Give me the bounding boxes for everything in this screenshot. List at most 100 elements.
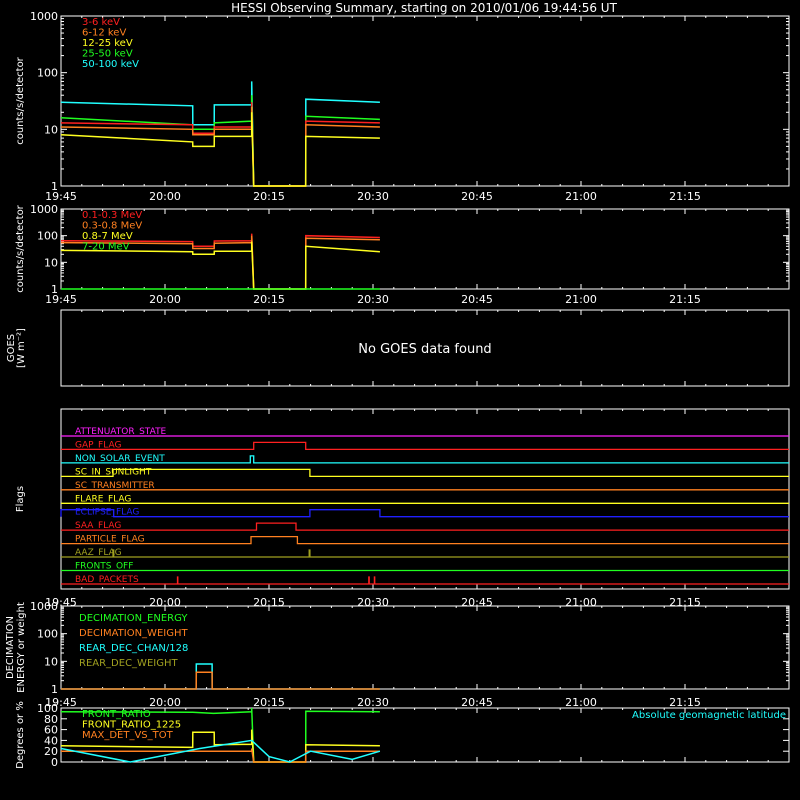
x-tick-label: 21:15 bbox=[669, 293, 701, 306]
x-tick-label: 20:30 bbox=[357, 190, 389, 203]
series-line-1 bbox=[61, 671, 380, 690]
no-data-message: No GOES data found bbox=[358, 342, 491, 357]
series-line-4 bbox=[60, 112, 380, 187]
x-tick-label: 20:00 bbox=[149, 696, 181, 709]
legend-entry: 0.1-0.3 MeV bbox=[82, 210, 142, 221]
y-axis-label: DECIMATION bbox=[5, 616, 16, 679]
flag-line bbox=[61, 522, 789, 531]
legend-entry: 3-6 keV bbox=[82, 17, 120, 28]
flag-line bbox=[61, 468, 789, 478]
y-tick-label: 100 bbox=[37, 67, 58, 80]
flag-label: SC_TRANSMITTER bbox=[75, 481, 155, 491]
x-tick-label: 21:00 bbox=[565, 190, 597, 203]
x-tick-label: 20:15 bbox=[253, 293, 285, 306]
x-tick-label: 19:45 bbox=[45, 190, 77, 203]
y-tick-label: 10 bbox=[44, 256, 58, 269]
x-tick-label: 21:15 bbox=[669, 190, 701, 203]
x-tick-label: 20:15 bbox=[253, 696, 285, 709]
y-axis-label: Degrees or % bbox=[15, 701, 26, 769]
panel-annotation: Absolute geomagnetic latitude bbox=[632, 710, 786, 721]
x-tick-label: 20:45 bbox=[461, 293, 493, 306]
y-tick-label: 10 bbox=[44, 123, 58, 136]
legend-entry: 50-100 keV bbox=[82, 59, 139, 70]
x-tick-label: 19:45 bbox=[45, 696, 77, 709]
series-line-3 bbox=[60, 739, 381, 763]
legend-entry: 25-50 keV bbox=[82, 49, 133, 60]
x-tick-label: 20:45 bbox=[461, 696, 493, 709]
legend-entry: 7-20 MeV bbox=[82, 242, 130, 253]
y-tick-label: 1000 bbox=[30, 203, 58, 216]
legend-entry: DECIMATION_ENERGY bbox=[79, 613, 188, 624]
y-axis-label: [W m⁻²] bbox=[16, 328, 27, 368]
figure-title: HESSI Observing Summary, starting on 201… bbox=[231, 1, 617, 15]
panel-high-energy: 19:45 20:00 20:15 20:30 20:45 21:00 21:15 count… bbox=[15, 203, 790, 306]
y-tick-label: 80 bbox=[44, 713, 58, 726]
y-axis-label: counts/s/detector bbox=[15, 56, 26, 144]
flag-label: ECLIPSE_FLAG bbox=[75, 508, 139, 518]
y-axis-label: ENERGY or weight bbox=[16, 602, 27, 693]
y-axis-label: Flags bbox=[15, 486, 26, 512]
x-tick-label: 21:00 bbox=[565, 696, 597, 709]
panel-flags: 19:45 20:00 20:15 20:30 20:45 21:00 21:15Flags… bbox=[15, 408, 790, 609]
flag-label: FRONTS_OFF bbox=[75, 562, 133, 572]
flag-label: NON_SOLAR_EVENT bbox=[75, 454, 165, 464]
flag-label: ATTENUATOR_STATE bbox=[75, 427, 167, 437]
y-tick-label: 1 bbox=[51, 683, 58, 696]
x-tick-label: 20:30 bbox=[357, 293, 389, 306]
flag-line bbox=[61, 455, 789, 464]
y-tick-label: 1 bbox=[51, 283, 58, 296]
series-line-2 bbox=[60, 241, 380, 290]
panel-frame bbox=[60, 605, 790, 690]
panel-goes: GOES [W m⁻²] No GOES data found bbox=[6, 309, 790, 387]
y-tick-label: 0 bbox=[51, 756, 58, 769]
panel-frame bbox=[60, 15, 790, 187]
y-tick-label: 10 bbox=[44, 655, 58, 668]
y-tick-label: 1000 bbox=[30, 10, 58, 23]
panel-low-energy: 19:45 20:00 20:15 20:30 20:45 21:00 21:15 count… bbox=[15, 10, 790, 203]
flag-line bbox=[60, 509, 789, 518]
flag-label: GAP_FLAG bbox=[75, 440, 121, 450]
legend-entry: MAX_DET_VS_TOT bbox=[82, 730, 174, 741]
y-tick-label: 100 bbox=[37, 230, 58, 243]
legend-entry: 12-25 keV bbox=[82, 38, 133, 49]
y-tick-label: 100 bbox=[37, 702, 58, 715]
flag-label: SAA_FLAG bbox=[75, 521, 121, 531]
panel-frame bbox=[60, 309, 790, 387]
x-tick-label: 20:15 bbox=[253, 190, 285, 203]
y-tick-label: 1000 bbox=[30, 600, 58, 613]
panel-decimation: 19:45 20:00 20:15 20:30 20:45 21:00 21:15 DECIM… bbox=[5, 600, 790, 709]
y-tick-label: 1 bbox=[51, 180, 58, 193]
legend-entry: REAR_DEC_CHAN/128 bbox=[79, 643, 188, 654]
y-axis-label: counts/s/detector bbox=[15, 204, 26, 292]
legend-entry: FRONT_RATIO bbox=[82, 709, 151, 720]
legend-entry: 0.3-0.8 MeV bbox=[82, 221, 142, 232]
x-tick-label: 20:30 bbox=[357, 696, 389, 709]
x-tick-label: 20:00 bbox=[149, 293, 181, 306]
flag-line bbox=[61, 535, 789, 545]
y-tick-label: 100 bbox=[37, 628, 58, 641]
panel-frame bbox=[60, 408, 790, 590]
flag-line bbox=[61, 576, 789, 585]
legend-entry: 6-12 keV bbox=[82, 28, 126, 39]
x-tick-label: 20:45 bbox=[461, 190, 493, 203]
x-tick-label: 21:00 bbox=[565, 293, 597, 306]
legend-entry: REAR_DEC_WEIGHT bbox=[79, 658, 178, 669]
panel-frame bbox=[60, 707, 790, 763]
panel-frame bbox=[60, 208, 790, 290]
y-tick-label: 20 bbox=[44, 745, 58, 758]
flag-line bbox=[61, 441, 789, 451]
legend-entry: FRONT_RATIO_1225 bbox=[82, 720, 181, 731]
y-tick-label: 40 bbox=[44, 734, 58, 747]
x-tick-label: 21:15 bbox=[669, 696, 701, 709]
flag-label: FLARE_FLAG bbox=[75, 494, 131, 504]
flag-label: BAD_PACKETS bbox=[75, 575, 139, 585]
y-axis-label: GOES bbox=[6, 334, 17, 362]
y-tick-label: 60 bbox=[44, 724, 58, 737]
legend-entry: 0.8-7 MeV bbox=[82, 231, 133, 242]
x-tick-label: 19:45 bbox=[45, 293, 77, 306]
flag-label: PARTICLE_FLAG bbox=[75, 535, 145, 545]
legend-entry: DECIMATION_WEIGHT bbox=[79, 628, 188, 639]
x-tick-label: 20:00 bbox=[149, 190, 181, 203]
